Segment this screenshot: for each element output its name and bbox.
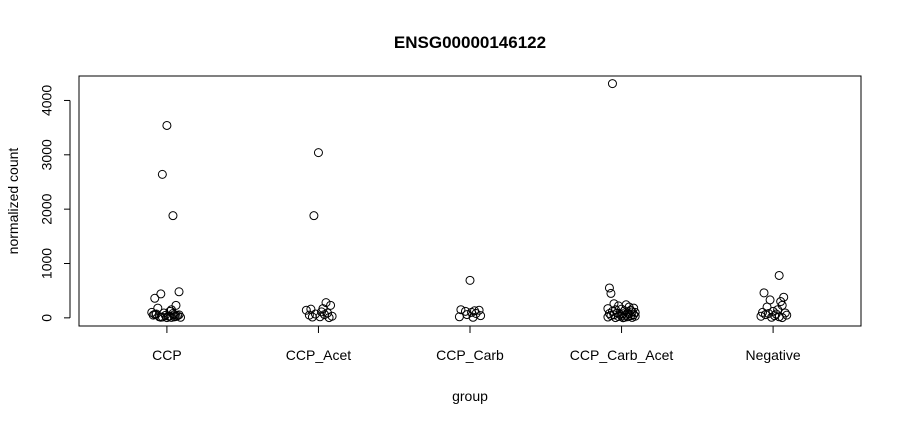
data-point (757, 307, 767, 317)
data-point (618, 313, 628, 323)
data-point (166, 312, 176, 322)
data-point (326, 300, 336, 310)
data-point (782, 310, 792, 320)
data-point (756, 311, 766, 321)
data-point (150, 293, 160, 303)
data-point (310, 309, 320, 319)
data-point (171, 300, 181, 310)
data-point (174, 287, 184, 297)
data-point (313, 148, 323, 158)
x-axis-label: group (452, 388, 488, 404)
data-point (157, 169, 167, 179)
data-point (761, 310, 771, 320)
data-point (324, 313, 334, 323)
x-tick-label: Negative (745, 347, 800, 363)
data-point (165, 311, 175, 321)
data-point (456, 305, 466, 315)
x-tick-label: CCP_Carb (436, 347, 504, 363)
plot-frame (78, 75, 862, 327)
data-point (759, 288, 769, 298)
data-points (147, 79, 792, 323)
data-point (468, 312, 478, 322)
data-point (168, 211, 178, 221)
data-point (315, 312, 325, 322)
data-point (774, 270, 784, 280)
x-tick-label: CCP_Carb_Acet (570, 347, 674, 363)
data-point (156, 312, 166, 322)
y-tick-label: 1000 (39, 248, 55, 279)
data-point (465, 275, 475, 285)
data-point (607, 79, 617, 89)
y-tick-label: 3000 (39, 139, 55, 170)
y-axis-label: normalized count (5, 148, 21, 255)
data-point (169, 312, 179, 322)
x-axis: CCP CCP_Acet CCP_Carb CCP_Carb_Acet Negative (152, 326, 801, 363)
data-point (176, 312, 186, 322)
data-point (606, 288, 616, 298)
data-point (150, 309, 160, 319)
data-point (777, 313, 787, 323)
x-tick-label: CCP (152, 347, 182, 363)
y-tick-label: 4000 (39, 85, 55, 116)
data-point (604, 283, 614, 293)
data-point (476, 311, 486, 321)
x-tick-label: CCP_Acet (286, 347, 351, 363)
chart-title: ENSG00000146122 (394, 33, 546, 52)
data-point (162, 120, 172, 130)
data-point (307, 312, 317, 322)
data-point (316, 307, 326, 317)
y-tick-label: 0 (39, 314, 55, 322)
data-point (321, 298, 331, 308)
data-point (627, 312, 637, 322)
data-point (623, 312, 633, 322)
data-point (768, 306, 778, 316)
data-point (160, 310, 170, 320)
data-point (309, 211, 319, 221)
data-point (767, 312, 777, 322)
data-point (773, 305, 783, 315)
data-point (454, 312, 464, 322)
data-point (776, 297, 786, 307)
y-axis: 0 1000 2000 3000 4000 (39, 85, 71, 322)
data-point (301, 305, 311, 315)
data-point (156, 289, 166, 299)
y-tick-label: 2000 (39, 193, 55, 224)
data-point (467, 307, 477, 317)
